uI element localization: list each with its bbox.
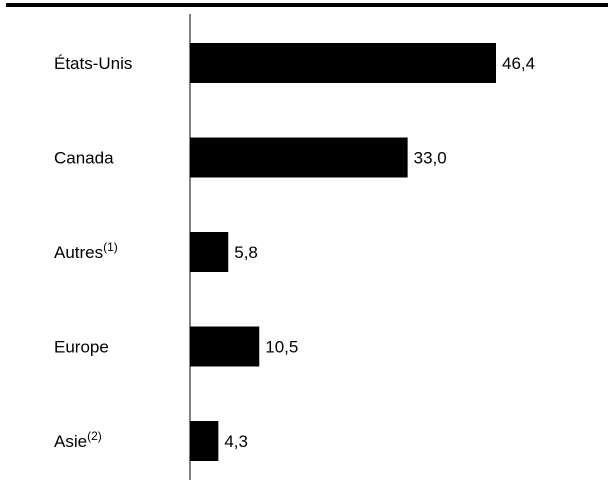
value-label: 10,5 xyxy=(265,338,298,357)
category-label-superscript: (2) xyxy=(87,429,102,443)
bar xyxy=(190,421,219,461)
category-label: Canada xyxy=(54,149,114,168)
value-label: 5,8 xyxy=(234,243,258,262)
bar xyxy=(190,232,229,272)
value-label: 46,4 xyxy=(502,54,535,73)
value-label: 4,3 xyxy=(224,432,248,451)
bar xyxy=(190,137,408,178)
top-rule xyxy=(6,3,608,7)
bar xyxy=(190,43,496,83)
category-label: Asie(2) xyxy=(54,429,102,451)
bar xyxy=(190,326,260,367)
bars-layer: États-Unis 46,4 Canada 33,0 Autres(1) 5,8 Euro… xyxy=(54,43,535,461)
category-label: Autres(1) xyxy=(54,240,118,262)
category-label-superscript: (1) xyxy=(103,240,118,254)
value-label: 33,0 xyxy=(414,149,447,168)
category-label: Europe xyxy=(54,338,109,357)
category-label: États-Unis xyxy=(54,54,132,73)
